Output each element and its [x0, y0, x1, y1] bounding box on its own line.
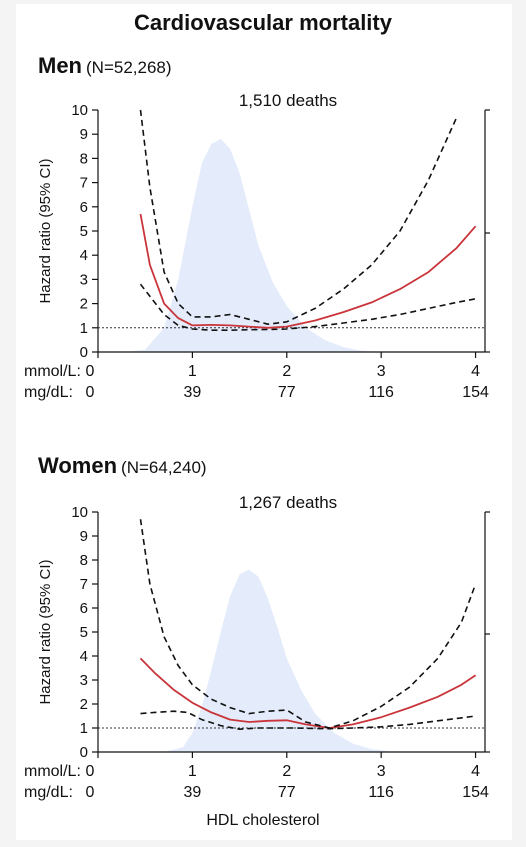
- women-y-tick-label: 9: [80, 528, 88, 545]
- men-panel-title: Men (N=52,268): [38, 53, 172, 79]
- women-y-tick-label: 3: [80, 672, 88, 689]
- men-x-tick-label: 154: [462, 384, 489, 401]
- men-y-tick-label: 6: [80, 199, 88, 216]
- men-x-tick-label: 1: [188, 363, 197, 380]
- men-y-tick-label: 9: [80, 126, 88, 143]
- x-axis-label: HDL cholesterol: [206, 812, 320, 829]
- women-sample-size: (N=64,240): [121, 458, 207, 477]
- women-y-tick-label: 1: [80, 720, 88, 737]
- men-unit-row-label: mmol/L:: [24, 363, 81, 380]
- women-x-tick-label: 0: [86, 763, 95, 780]
- women-y-tick-label: 8: [80, 552, 88, 569]
- men-y-tick-label: 10: [71, 102, 88, 119]
- men-y-tick-label: 0: [80, 344, 88, 361]
- men-y-tick-label: 1: [80, 320, 88, 337]
- women-density-area: [164, 569, 410, 752]
- men-y-tick-label: 4: [80, 247, 88, 264]
- men-y-tick-label: 3: [80, 271, 88, 288]
- women-x-tick-label: 77: [278, 784, 296, 801]
- women-y-tick-label: 6: [80, 600, 88, 617]
- women-y-axis-label: Hazard ratio (95% CI): [37, 559, 54, 704]
- women-title-text: Women: [38, 453, 118, 478]
- men-y-tick-label: 5: [80, 223, 88, 240]
- women-x-tick-label: 4: [471, 763, 480, 780]
- main-title: Cardiovascular mortality: [134, 10, 392, 35]
- women-x-tick-label: 3: [377, 763, 386, 780]
- women-x-tick-label: 154: [462, 784, 489, 801]
- women-x-tick-label: 116: [368, 784, 394, 801]
- women-unit-row-label: mg/dL:: [24, 784, 73, 801]
- women-panel-title: Women (N=64,240): [38, 453, 207, 479]
- men-y-tick-label: 8: [80, 150, 88, 167]
- men-x-tick-label: 116: [368, 384, 394, 401]
- women-estimate-line: [139, 657, 477, 729]
- women-y-tick-label: 7: [80, 576, 88, 593]
- men-x-tick-label: 77: [278, 384, 296, 401]
- men-lower-ci-line: [139, 283, 476, 331]
- men-y-tick-label: 7: [80, 175, 88, 192]
- men-x-tick-label: 0: [86, 363, 95, 380]
- women-unit-row-label: mmol/L:: [24, 763, 81, 780]
- men-y-axis-label: Hazard ratio (95% CI): [37, 158, 54, 303]
- women-y-tick-label: 5: [80, 624, 88, 641]
- women-upper-ci-line: [139, 519, 477, 729]
- men-x-tick-label: 2: [282, 363, 291, 380]
- men-x-tick-label: 3: [377, 363, 386, 380]
- women-x-tick-label: 39: [183, 784, 201, 801]
- men-density-area: [126, 139, 382, 352]
- men-x-tick-label: 0: [86, 384, 95, 401]
- women-deaths-annotation: 1,267 deaths: [239, 493, 337, 512]
- men-unit-row-label: mg/dL:: [24, 384, 73, 401]
- men-sample-size: (N=52,268): [86, 58, 172, 77]
- women-x-tick-label: 2: [282, 763, 291, 780]
- women-y-tick-label: 10: [71, 504, 88, 521]
- women-lower-ci-line: [140, 710, 476, 730]
- men-y-tick-label: 2: [80, 296, 88, 313]
- men-x-tick-label: 4: [471, 363, 480, 380]
- men-x-tick-label: 39: [183, 384, 201, 401]
- women-y-tick-label: 0: [80, 744, 88, 761]
- men-upper-ci-line: [139, 109, 458, 325]
- men-title-text: Men: [38, 53, 82, 78]
- men-estimate-line: [139, 213, 477, 329]
- women-y-tick-label: 2: [80, 696, 88, 713]
- women-x-tick-label: 0: [86, 784, 95, 801]
- women-y-tick-label: 4: [80, 648, 88, 665]
- women-x-tick-label: 1: [188, 763, 197, 780]
- men-deaths-annotation: 1,510 deaths: [239, 91, 337, 110]
